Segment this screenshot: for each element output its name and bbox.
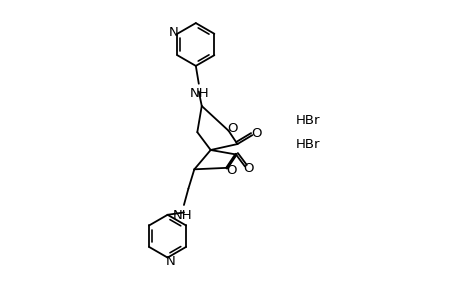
Text: O: O <box>226 164 236 177</box>
Text: N: N <box>165 255 175 268</box>
Text: N: N <box>168 26 178 39</box>
Text: O: O <box>251 127 262 140</box>
Text: NH: NH <box>172 209 192 222</box>
Text: O: O <box>243 162 253 175</box>
Text: HBr: HBr <box>295 114 319 127</box>
Text: NH: NH <box>190 87 209 100</box>
Text: HBr: HBr <box>295 138 319 151</box>
Text: O: O <box>227 122 238 135</box>
